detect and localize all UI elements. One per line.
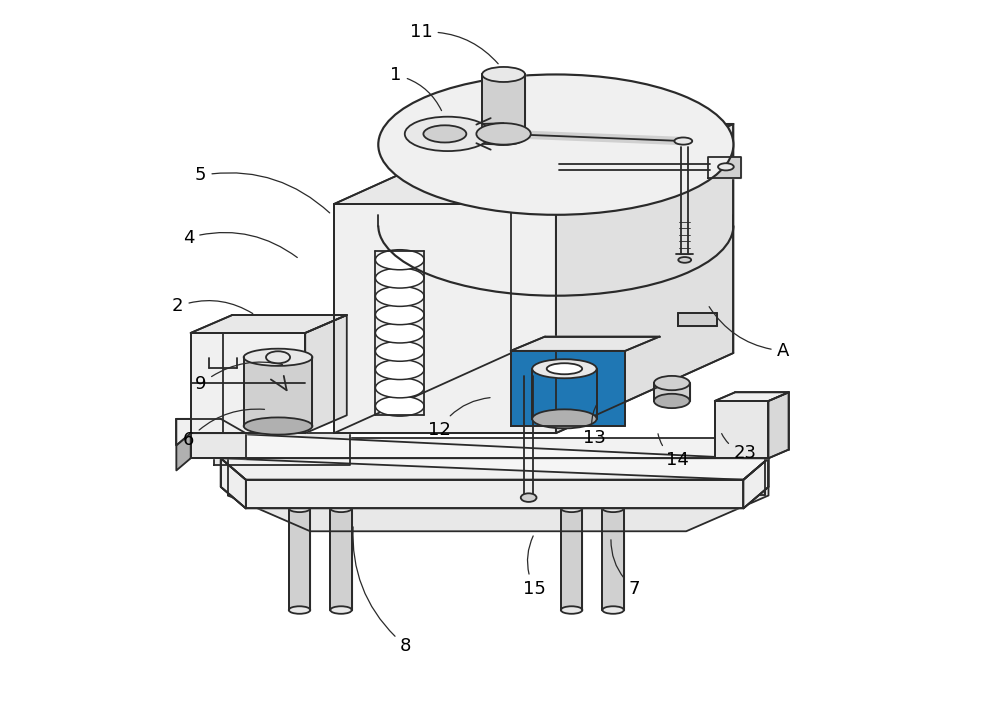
Polygon shape [191,333,305,433]
Polygon shape [743,458,768,508]
Ellipse shape [375,396,424,416]
Polygon shape [191,433,246,458]
Polygon shape [330,508,352,610]
Text: 8: 8 [353,527,411,655]
Polygon shape [221,458,246,508]
Polygon shape [214,433,350,465]
Polygon shape [511,337,660,351]
Ellipse shape [602,606,624,614]
Ellipse shape [521,493,537,502]
Text: 1: 1 [390,66,442,110]
Ellipse shape [405,117,491,151]
Ellipse shape [561,606,582,614]
Ellipse shape [482,67,525,82]
Ellipse shape [561,505,582,512]
Text: 15: 15 [523,536,546,598]
Polygon shape [176,433,191,470]
Ellipse shape [674,137,692,145]
Text: 4: 4 [183,228,297,258]
Ellipse shape [244,349,312,366]
Ellipse shape [330,606,352,614]
Ellipse shape [482,130,525,145]
Polygon shape [561,508,582,610]
Polygon shape [221,433,768,480]
Polygon shape [289,508,310,610]
Ellipse shape [678,257,691,263]
Ellipse shape [423,125,466,142]
Polygon shape [228,467,768,531]
Text: 13: 13 [583,403,606,448]
Ellipse shape [532,410,597,428]
Polygon shape [244,357,312,426]
Text: 5: 5 [195,166,330,213]
Polygon shape [221,458,768,508]
Ellipse shape [375,359,424,379]
Ellipse shape [375,323,424,343]
Polygon shape [228,453,768,503]
Polygon shape [602,508,624,610]
Ellipse shape [718,163,734,170]
Polygon shape [654,383,690,401]
Ellipse shape [330,505,352,512]
Polygon shape [176,419,246,445]
Text: 11: 11 [410,23,498,64]
Polygon shape [334,124,733,204]
Polygon shape [532,369,597,419]
Polygon shape [678,313,717,326]
Ellipse shape [532,359,597,378]
Text: 7: 7 [611,540,640,598]
Ellipse shape [476,123,531,145]
Ellipse shape [547,363,582,374]
Text: 6: 6 [183,409,265,450]
Ellipse shape [289,606,310,614]
Text: 9: 9 [195,362,282,394]
Ellipse shape [654,376,690,390]
Text: 2: 2 [172,297,253,316]
Text: 23: 23 [722,434,756,462]
Ellipse shape [244,417,312,435]
Polygon shape [191,315,347,333]
Polygon shape [768,392,789,458]
Polygon shape [708,157,741,178]
Ellipse shape [375,342,424,362]
Ellipse shape [602,505,624,512]
Polygon shape [334,204,556,433]
Polygon shape [228,467,765,495]
Polygon shape [221,458,768,480]
Ellipse shape [375,250,424,270]
Polygon shape [305,315,347,433]
Polygon shape [246,480,743,508]
Ellipse shape [375,268,424,288]
Polygon shape [715,401,768,458]
Text: 14: 14 [658,434,689,469]
Polygon shape [511,351,625,426]
Polygon shape [482,74,525,137]
Ellipse shape [378,74,733,215]
Text: A: A [709,306,789,360]
Ellipse shape [375,304,424,324]
Polygon shape [556,124,733,433]
Ellipse shape [375,286,424,306]
Text: 12: 12 [428,397,490,439]
Ellipse shape [375,378,424,398]
Polygon shape [228,438,765,467]
Ellipse shape [289,505,310,512]
Polygon shape [715,392,789,401]
Ellipse shape [654,394,690,408]
Ellipse shape [266,352,290,363]
